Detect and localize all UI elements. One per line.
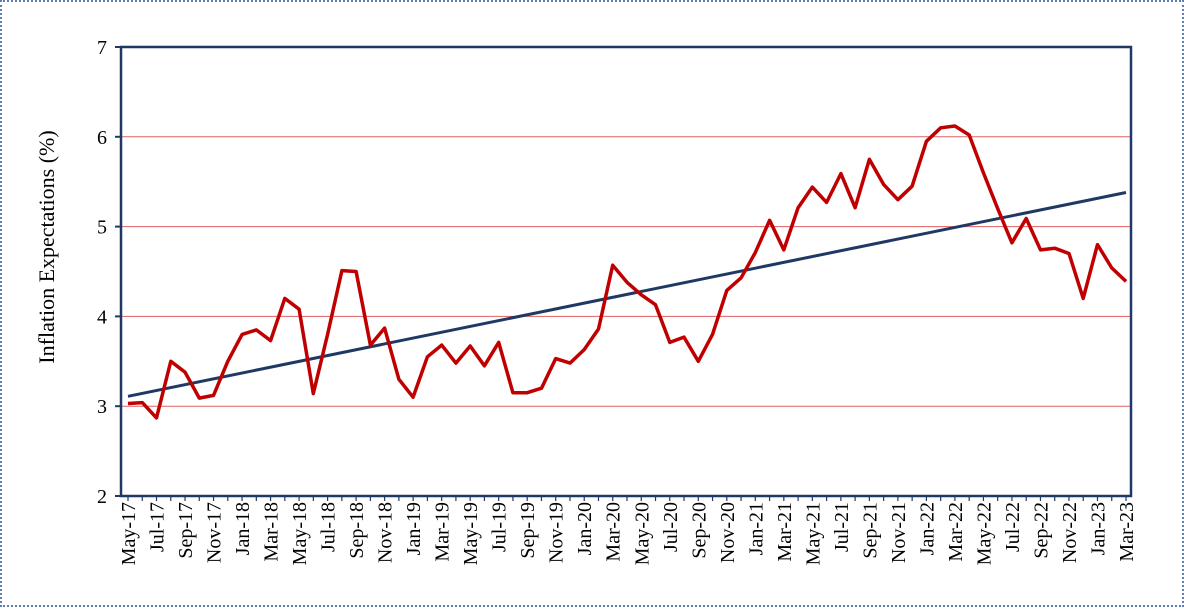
x-tick-label: Jan-22	[916, 502, 938, 555]
x-tick-label: Nov-20	[717, 502, 739, 563]
y-tick-label: 7	[97, 37, 107, 59]
x-tick-label: May-18	[289, 502, 311, 565]
x-tick-label: Jul-19	[489, 502, 511, 552]
x-tick-label: Jul-22	[1002, 502, 1024, 552]
x-tick-label: Sep-18	[346, 502, 368, 559]
x-tick-label: Mar-19	[432, 502, 454, 562]
x-tick-label: Nov-19	[546, 502, 568, 563]
x-tick-label: May-20	[631, 502, 653, 565]
y-axis-title: Inflation Expectations (%)	[34, 130, 59, 363]
x-tick-label: Nov-21	[888, 502, 910, 563]
x-tick-label: Nov-22	[1059, 502, 1081, 563]
x-tick-label: May-19	[460, 502, 482, 565]
y-tick-label: 6	[97, 127, 107, 149]
plot-area-border	[119, 45, 1133, 498]
y-tick-label: 2	[97, 486, 107, 508]
x-tick-label: Jan-18	[232, 502, 254, 555]
x-tick-label: Sep-17	[175, 502, 197, 559]
x-tick-label: Nov-17	[204, 502, 226, 563]
x-tick-label: Jan-20	[574, 502, 596, 555]
y-tick-label: 3	[97, 396, 107, 418]
x-tick-label: Jan-23	[1087, 502, 1109, 555]
inflation-expectations-line	[127, 124, 1128, 420]
x-tick-label: Jul-17	[147, 502, 169, 552]
x-tick-label: Sep-20	[688, 502, 710, 559]
gridlines	[121, 136, 1131, 407]
series-layer	[127, 124, 1128, 420]
x-tick-label: May-17	[118, 502, 140, 565]
x-tick-label: Sep-21	[859, 502, 881, 559]
x-tick-label: Jan-21	[745, 502, 767, 555]
x-tick-label: May-21	[802, 502, 824, 565]
x-tick-label: Jul-20	[660, 502, 682, 552]
x-tick-label: Mar-22	[945, 502, 967, 562]
x-tick-label: Jul-21	[831, 502, 853, 552]
y-tick-label: 4	[97, 306, 107, 328]
x-tick-label: Sep-22	[1030, 502, 1052, 559]
x-tick-label: Mar-18	[261, 502, 283, 562]
x-tick-label: Jan-19	[403, 502, 425, 555]
trend-line	[127, 191, 1127, 398]
x-tick-label: Mar-21	[774, 502, 796, 562]
x-axis-ticks: May-17 Jul-17 Sep-17 Nov-17 Jan-18 Mar-18 May-…	[118, 496, 1138, 565]
x-tick-label: Mar-20	[603, 502, 625, 562]
x-tick-label: Jul-18	[318, 502, 340, 552]
x-tick-label: Sep-19	[517, 502, 539, 559]
trend-layer	[127, 191, 1127, 398]
x-tick-label: Mar-23	[1116, 502, 1138, 562]
x-tick-label: May-22	[973, 502, 995, 565]
y-axis-ticks: 2 3 4 5 6 7	[97, 37, 121, 508]
y-tick-label: 5	[97, 217, 107, 239]
x-tick-label: Nov-18	[375, 502, 397, 563]
